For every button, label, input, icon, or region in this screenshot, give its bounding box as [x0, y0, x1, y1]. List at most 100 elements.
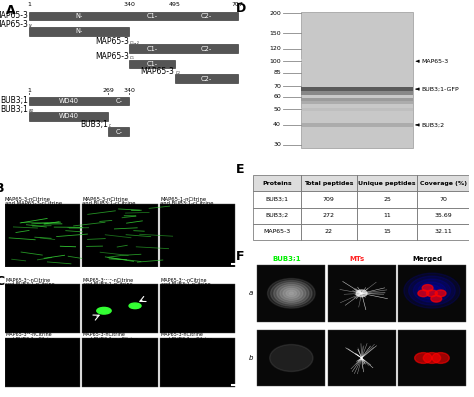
Text: MAP65-3: MAP65-3: [141, 67, 174, 76]
Text: 1: 1: [27, 88, 31, 93]
Circle shape: [413, 279, 451, 302]
Text: 22: 22: [325, 229, 333, 234]
Bar: [301, 60, 413, 63]
Text: 60: 60: [273, 94, 281, 99]
Text: C1-: C1-: [146, 61, 158, 67]
Text: Coverage (%): Coverage (%): [420, 181, 467, 186]
Circle shape: [289, 292, 293, 295]
Text: and BUB3;1ᶜ-cCitrine: and BUB3;1ᶜ-cCitrine: [161, 337, 212, 342]
Circle shape: [280, 286, 303, 301]
Bar: [257, 265, 326, 322]
Text: MAP65-3-nCitrine: MAP65-3-nCitrine: [83, 332, 126, 337]
Bar: [301, 224, 357, 240]
Circle shape: [270, 345, 313, 372]
Bar: [398, 330, 466, 386]
Bar: [301, 91, 413, 95]
Text: WD40: WD40: [59, 113, 79, 119]
Text: and BUB3;1-cCitrine: and BUB3;1-cCitrine: [82, 201, 136, 206]
Bar: [5, 284, 80, 333]
Bar: [257, 330, 326, 386]
Text: E: E: [236, 163, 244, 176]
Bar: [417, 175, 469, 191]
Text: A: A: [6, 4, 16, 17]
Bar: [29, 27, 129, 36]
Text: C1-: C1-: [146, 46, 158, 52]
Text: 269: 269: [102, 88, 114, 93]
Circle shape: [432, 353, 449, 363]
Text: 1: 1: [27, 2, 31, 8]
Text: C-: C-: [115, 129, 122, 135]
Circle shape: [428, 288, 436, 293]
Text: 100: 100: [269, 59, 281, 64]
Circle shape: [423, 353, 441, 363]
Circle shape: [283, 288, 300, 299]
Bar: [357, 175, 417, 191]
Bar: [29, 112, 108, 121]
Text: 495: 495: [169, 2, 181, 8]
Text: MAP65-3: MAP65-3: [95, 37, 128, 46]
Text: Total peptides: Total peptides: [304, 181, 353, 186]
Bar: [301, 108, 413, 111]
Circle shape: [286, 290, 297, 297]
Text: BUB3;1: BUB3;1: [0, 96, 28, 105]
Text: and BUB3;1-cCitrine: and BUB3;1-cCitrine: [5, 282, 55, 287]
Text: $^{C1-2}$: $^{C1-2}$: [128, 39, 140, 46]
Bar: [301, 98, 413, 100]
Circle shape: [418, 290, 428, 297]
Circle shape: [267, 279, 315, 308]
Bar: [301, 87, 413, 91]
Circle shape: [129, 303, 141, 308]
Bar: [82, 338, 158, 387]
Bar: [129, 60, 175, 68]
Text: F: F: [236, 250, 244, 263]
Bar: [357, 191, 417, 208]
Text: C-: C-: [115, 98, 122, 104]
Text: MAP65-3ᶜ¹-nCitrine: MAP65-3ᶜ¹-nCitrine: [161, 278, 207, 283]
Bar: [82, 284, 158, 333]
Circle shape: [423, 285, 441, 296]
Circle shape: [404, 273, 460, 308]
Text: Unique peptides: Unique peptides: [358, 181, 416, 186]
Circle shape: [356, 290, 367, 297]
Text: 35.69: 35.69: [435, 213, 452, 218]
Text: C2-: C2-: [201, 46, 212, 52]
Text: 70: 70: [439, 197, 447, 202]
Text: and BUB3;1-cCitrine: and BUB3;1-cCitrine: [160, 201, 214, 206]
Text: 30: 30: [273, 143, 281, 147]
Text: 150: 150: [269, 31, 281, 36]
Text: and BUB3;1-cCitrine: and BUB3;1-cCitrine: [161, 282, 210, 287]
Text: MAP65-3-nCitrine: MAP65-3-nCitrine: [82, 197, 128, 202]
Text: MAP65-3ᴺ-nCitrine: MAP65-3ᴺ-nCitrine: [5, 278, 50, 283]
Text: BUB3;2: BUB3;2: [265, 213, 288, 218]
Bar: [29, 12, 238, 20]
Bar: [417, 191, 469, 208]
Bar: [253, 175, 301, 191]
Bar: [417, 224, 469, 240]
Bar: [301, 123, 413, 127]
Text: 50: 50: [273, 107, 281, 112]
Text: 11: 11: [383, 213, 391, 218]
Text: $^{WD}$: $^{WD}$: [28, 107, 36, 114]
Text: BUB3;1: BUB3;1: [80, 120, 108, 129]
Bar: [417, 208, 469, 224]
Text: MTs: MTs: [350, 256, 365, 262]
Text: $^{C2}$: $^{C2}$: [174, 69, 180, 76]
Text: N-: N-: [75, 13, 83, 19]
Circle shape: [415, 353, 432, 363]
Bar: [175, 74, 238, 83]
Circle shape: [427, 290, 438, 297]
Text: and MAP65-3-cCitrine: and MAP65-3-cCitrine: [5, 201, 62, 206]
Text: 272: 272: [323, 213, 335, 218]
Text: BUB3;2: BUB3;2: [416, 122, 445, 127]
Bar: [301, 191, 357, 208]
Bar: [160, 338, 236, 387]
Text: $^N$: $^N$: [28, 24, 33, 29]
Circle shape: [273, 282, 309, 304]
Text: and BUB3;1-cCitrine: and BUB3;1-cCitrine: [83, 282, 133, 287]
Text: 70: 70: [273, 83, 281, 89]
Text: BUB3;1: BUB3;1: [273, 256, 301, 262]
Text: 120: 120: [269, 46, 281, 51]
Bar: [357, 208, 417, 224]
Text: 200: 200: [269, 11, 281, 15]
Text: Merged: Merged: [412, 256, 443, 262]
